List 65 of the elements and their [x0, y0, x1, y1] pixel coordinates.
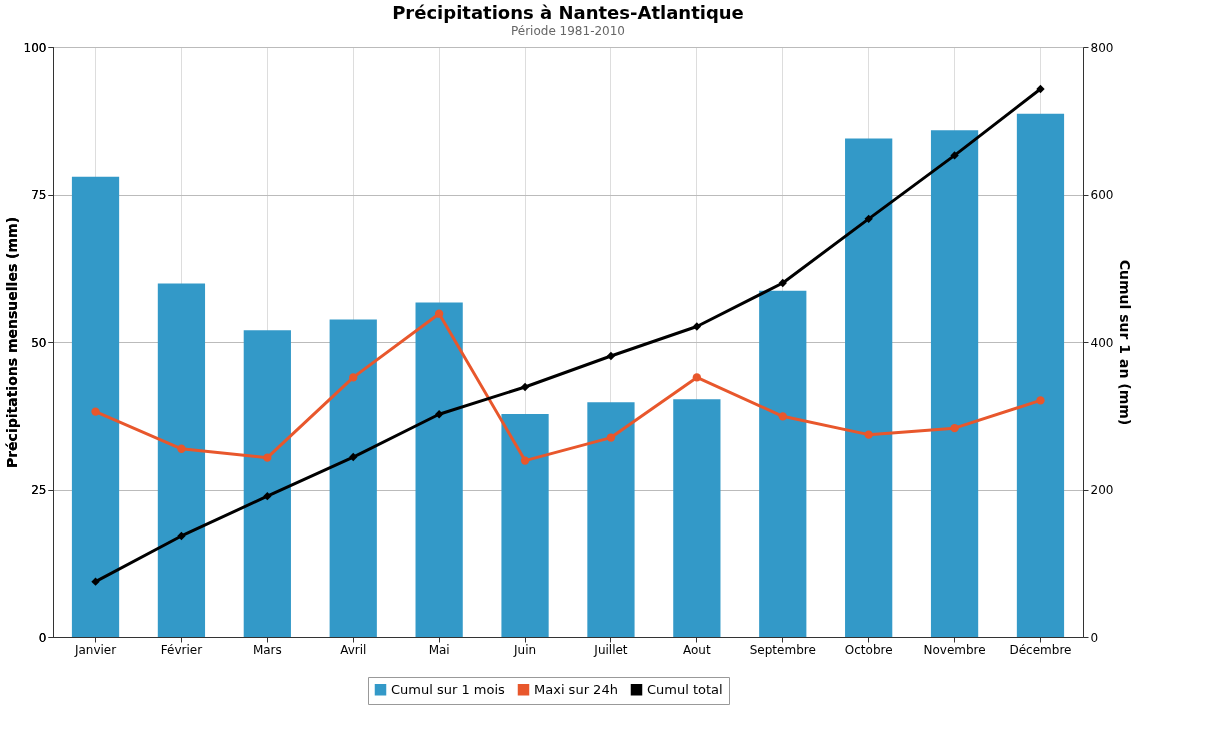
bar — [673, 399, 721, 637]
x-tick-label: Juillet — [593, 642, 628, 657]
x-tick-label: Janvier — [73, 642, 117, 657]
bar — [930, 130, 979, 637]
point — [91, 407, 100, 416]
bar — [243, 330, 291, 637]
point — [177, 444, 186, 453]
bar — [501, 413, 549, 637]
point — [606, 433, 616, 442]
point — [864, 430, 873, 439]
bar — [415, 302, 463, 637]
y2-tick-label: 200 — [1090, 483, 1114, 497]
point — [263, 453, 272, 462]
y-tick-label: 100 — [23, 40, 47, 55]
y-tick-label: 0 — [38, 630, 47, 645]
point — [520, 382, 530, 392]
point — [778, 278, 787, 288]
point — [692, 322, 702, 331]
x-tick-label: Avril — [340, 642, 367, 657]
x-tick-label: Novembre — [923, 642, 986, 657]
bar — [587, 402, 635, 637]
x-tick-label: Mai — [428, 642, 450, 657]
point — [692, 373, 702, 382]
y2-tick-label: 0 — [1090, 630, 1099, 645]
x-tick-label: Octobre — [844, 642, 893, 657]
point — [177, 531, 186, 541]
legend-label: Maxi sur 24h — [534, 681, 618, 697]
chart-subtitle: Période 1981-2010 — [510, 24, 626, 38]
bar — [759, 290, 807, 637]
y-tick-label: 25 — [31, 483, 47, 497]
point — [864, 214, 873, 224]
y2-tick-label: 600 — [1090, 188, 1114, 202]
point — [606, 351, 616, 361]
bar — [71, 176, 120, 637]
y-axis-title: Précipitations mensuelles (mm) — [3, 216, 20, 469]
point — [349, 452, 358, 462]
y-tick-label: 75 — [31, 188, 47, 202]
y2-axis-title: Cumul sur 1 an (mm) — [1117, 259, 1134, 426]
x-tick-label: Février — [160, 642, 203, 657]
point — [349, 373, 358, 382]
bar — [1016, 113, 1065, 637]
chart-title: Précipitations à Nantes-Atlantique — [392, 2, 744, 23]
point — [950, 151, 959, 160]
x-tick-label: Mars — [252, 642, 282, 657]
point — [950, 423, 959, 433]
point — [91, 577, 100, 586]
x-tick-label: Aout — [683, 642, 711, 657]
legend-label: Cumul total — [647, 681, 723, 697]
bar — [845, 138, 893, 637]
x-tick-label: Juin — [513, 642, 537, 657]
point — [1036, 396, 1045, 405]
x-tick-label: Décembre — [1009, 642, 1072, 657]
point — [1036, 84, 1045, 94]
bar — [157, 283, 206, 637]
y2-tick-label: 400 — [1090, 335, 1114, 350]
legend-label: Cumul sur 1 mois — [391, 681, 506, 697]
point — [434, 309, 444, 318]
point — [434, 410, 444, 419]
bar — [329, 319, 377, 637]
point — [520, 456, 530, 465]
y2-tick-label: 800 — [1090, 40, 1114, 55]
y-tick-label: 50 — [31, 335, 47, 350]
point — [263, 491, 272, 501]
x-tick-label: Septembre — [749, 642, 816, 657]
point — [778, 412, 787, 421]
